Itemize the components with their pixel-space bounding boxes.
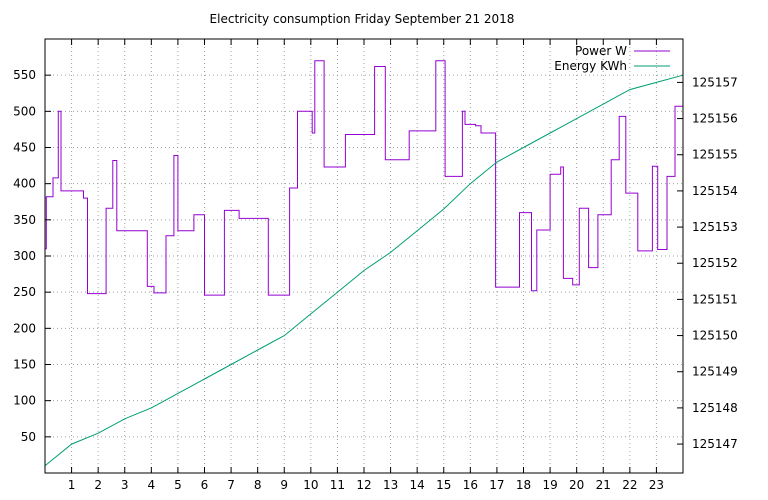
y2-tick-label: 125150 [692, 329, 738, 343]
x-tick-label: 23 [649, 478, 664, 492]
chart-title: Electricity consumption Friday September… [210, 12, 515, 26]
y-tick-label: 250 [13, 285, 36, 299]
x-tick-label: 7 [227, 478, 235, 492]
y-tick-label: 500 [13, 104, 36, 118]
series-line-power [45, 60, 684, 296]
x-tick-label: 22 [622, 478, 637, 492]
x-tick-label: 13 [383, 478, 398, 492]
x-tick-label: 2 [94, 478, 102, 492]
legend-label-energy: Energy KWh [554, 59, 627, 73]
x-tick-label: 20 [569, 478, 584, 492]
x-tick-label: 5 [174, 478, 182, 492]
x-tick-label: 15 [436, 478, 451, 492]
x-tick-label: 8 [254, 478, 262, 492]
x-tick-label: 10 [303, 478, 318, 492]
x-tick-label: 3 [121, 478, 129, 492]
legend-label-power: Power W [575, 44, 627, 58]
x-tick-label: 18 [516, 478, 531, 492]
y-tick-label: 550 [13, 68, 36, 82]
x-tick-label: 6 [201, 478, 209, 492]
x-tick-label: 11 [330, 478, 345, 492]
x-tick-label: 4 [148, 478, 156, 492]
x-tick-label: 17 [489, 478, 504, 492]
x-tick-label: 12 [356, 478, 371, 492]
grid [45, 39, 683, 473]
x-tick-label: 21 [596, 478, 611, 492]
x-tick-label: 9 [280, 478, 288, 492]
y2-tick-label: 125149 [692, 365, 738, 379]
x-tick-label: 14 [410, 478, 425, 492]
y2-tick-label: 125147 [692, 437, 738, 451]
y2-tick-label: 125148 [692, 401, 738, 415]
y-tick-label: 300 [13, 249, 36, 263]
y2-tick-label: 125156 [692, 112, 738, 126]
y2-tick-label: 125152 [692, 256, 738, 270]
plot-area [44, 60, 684, 467]
x-tick-label: 19 [542, 478, 557, 492]
y-tick-label: 50 [21, 430, 36, 444]
series-line-energy [44, 74, 684, 467]
y-tick-label: 350 [13, 213, 36, 227]
x-tick-label: 16 [463, 478, 478, 492]
y2-tick-label: 125155 [692, 148, 738, 162]
y2-tick-label: 125154 [692, 184, 738, 198]
y-tick-label: 200 [13, 321, 36, 335]
y-tick-label: 150 [13, 358, 36, 372]
y-tick-label: 400 [13, 177, 36, 191]
axes: 1 2 3 4 5 6 7 8 9 10 11 12 13 14 15 16 17 18 19 20 21 22 23501… [13, 39, 738, 492]
x-tick-label: 1 [68, 478, 76, 492]
y2-tick-label: 125153 [692, 220, 738, 234]
y-tick-label: 100 [13, 394, 36, 408]
y2-tick-label: 125151 [692, 292, 738, 306]
y2-tick-label: 125157 [692, 75, 738, 89]
legend: Power W Energy KWh [554, 44, 670, 73]
y-tick-label: 450 [13, 141, 36, 155]
